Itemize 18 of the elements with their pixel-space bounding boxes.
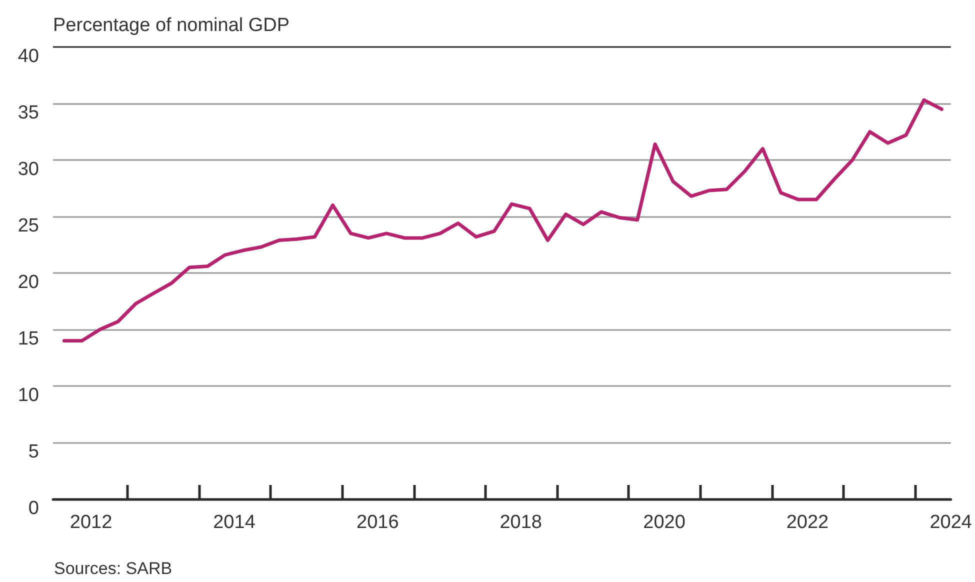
x-tick-label: 2020 xyxy=(643,512,686,533)
x-tick-label: 2018 xyxy=(500,512,542,533)
y-tick-label: 35 xyxy=(18,102,39,124)
x-tick-label: 2014 xyxy=(213,512,256,533)
x-tick-label: 2022 xyxy=(786,512,829,533)
y-axis-title: Percentage of nominal GDP xyxy=(53,15,290,36)
x-tick-label: 2012 xyxy=(70,512,112,533)
y-tick-label: 40 xyxy=(18,46,39,67)
x-tick-label: 2024 xyxy=(930,512,972,533)
y-tick-label: 15 xyxy=(18,328,39,350)
y-tick-label: 25 xyxy=(18,216,39,236)
y-tick-label: 0 xyxy=(28,498,39,519)
y-tick-label: 10 xyxy=(18,385,39,406)
x-tick-label: 2016 xyxy=(356,512,399,533)
source-note: Sources: SARB xyxy=(54,559,172,578)
y-tick-label: 30 xyxy=(18,159,39,180)
y-tick-label: 5 xyxy=(28,442,39,462)
y-tick-label: 20 xyxy=(18,272,39,293)
